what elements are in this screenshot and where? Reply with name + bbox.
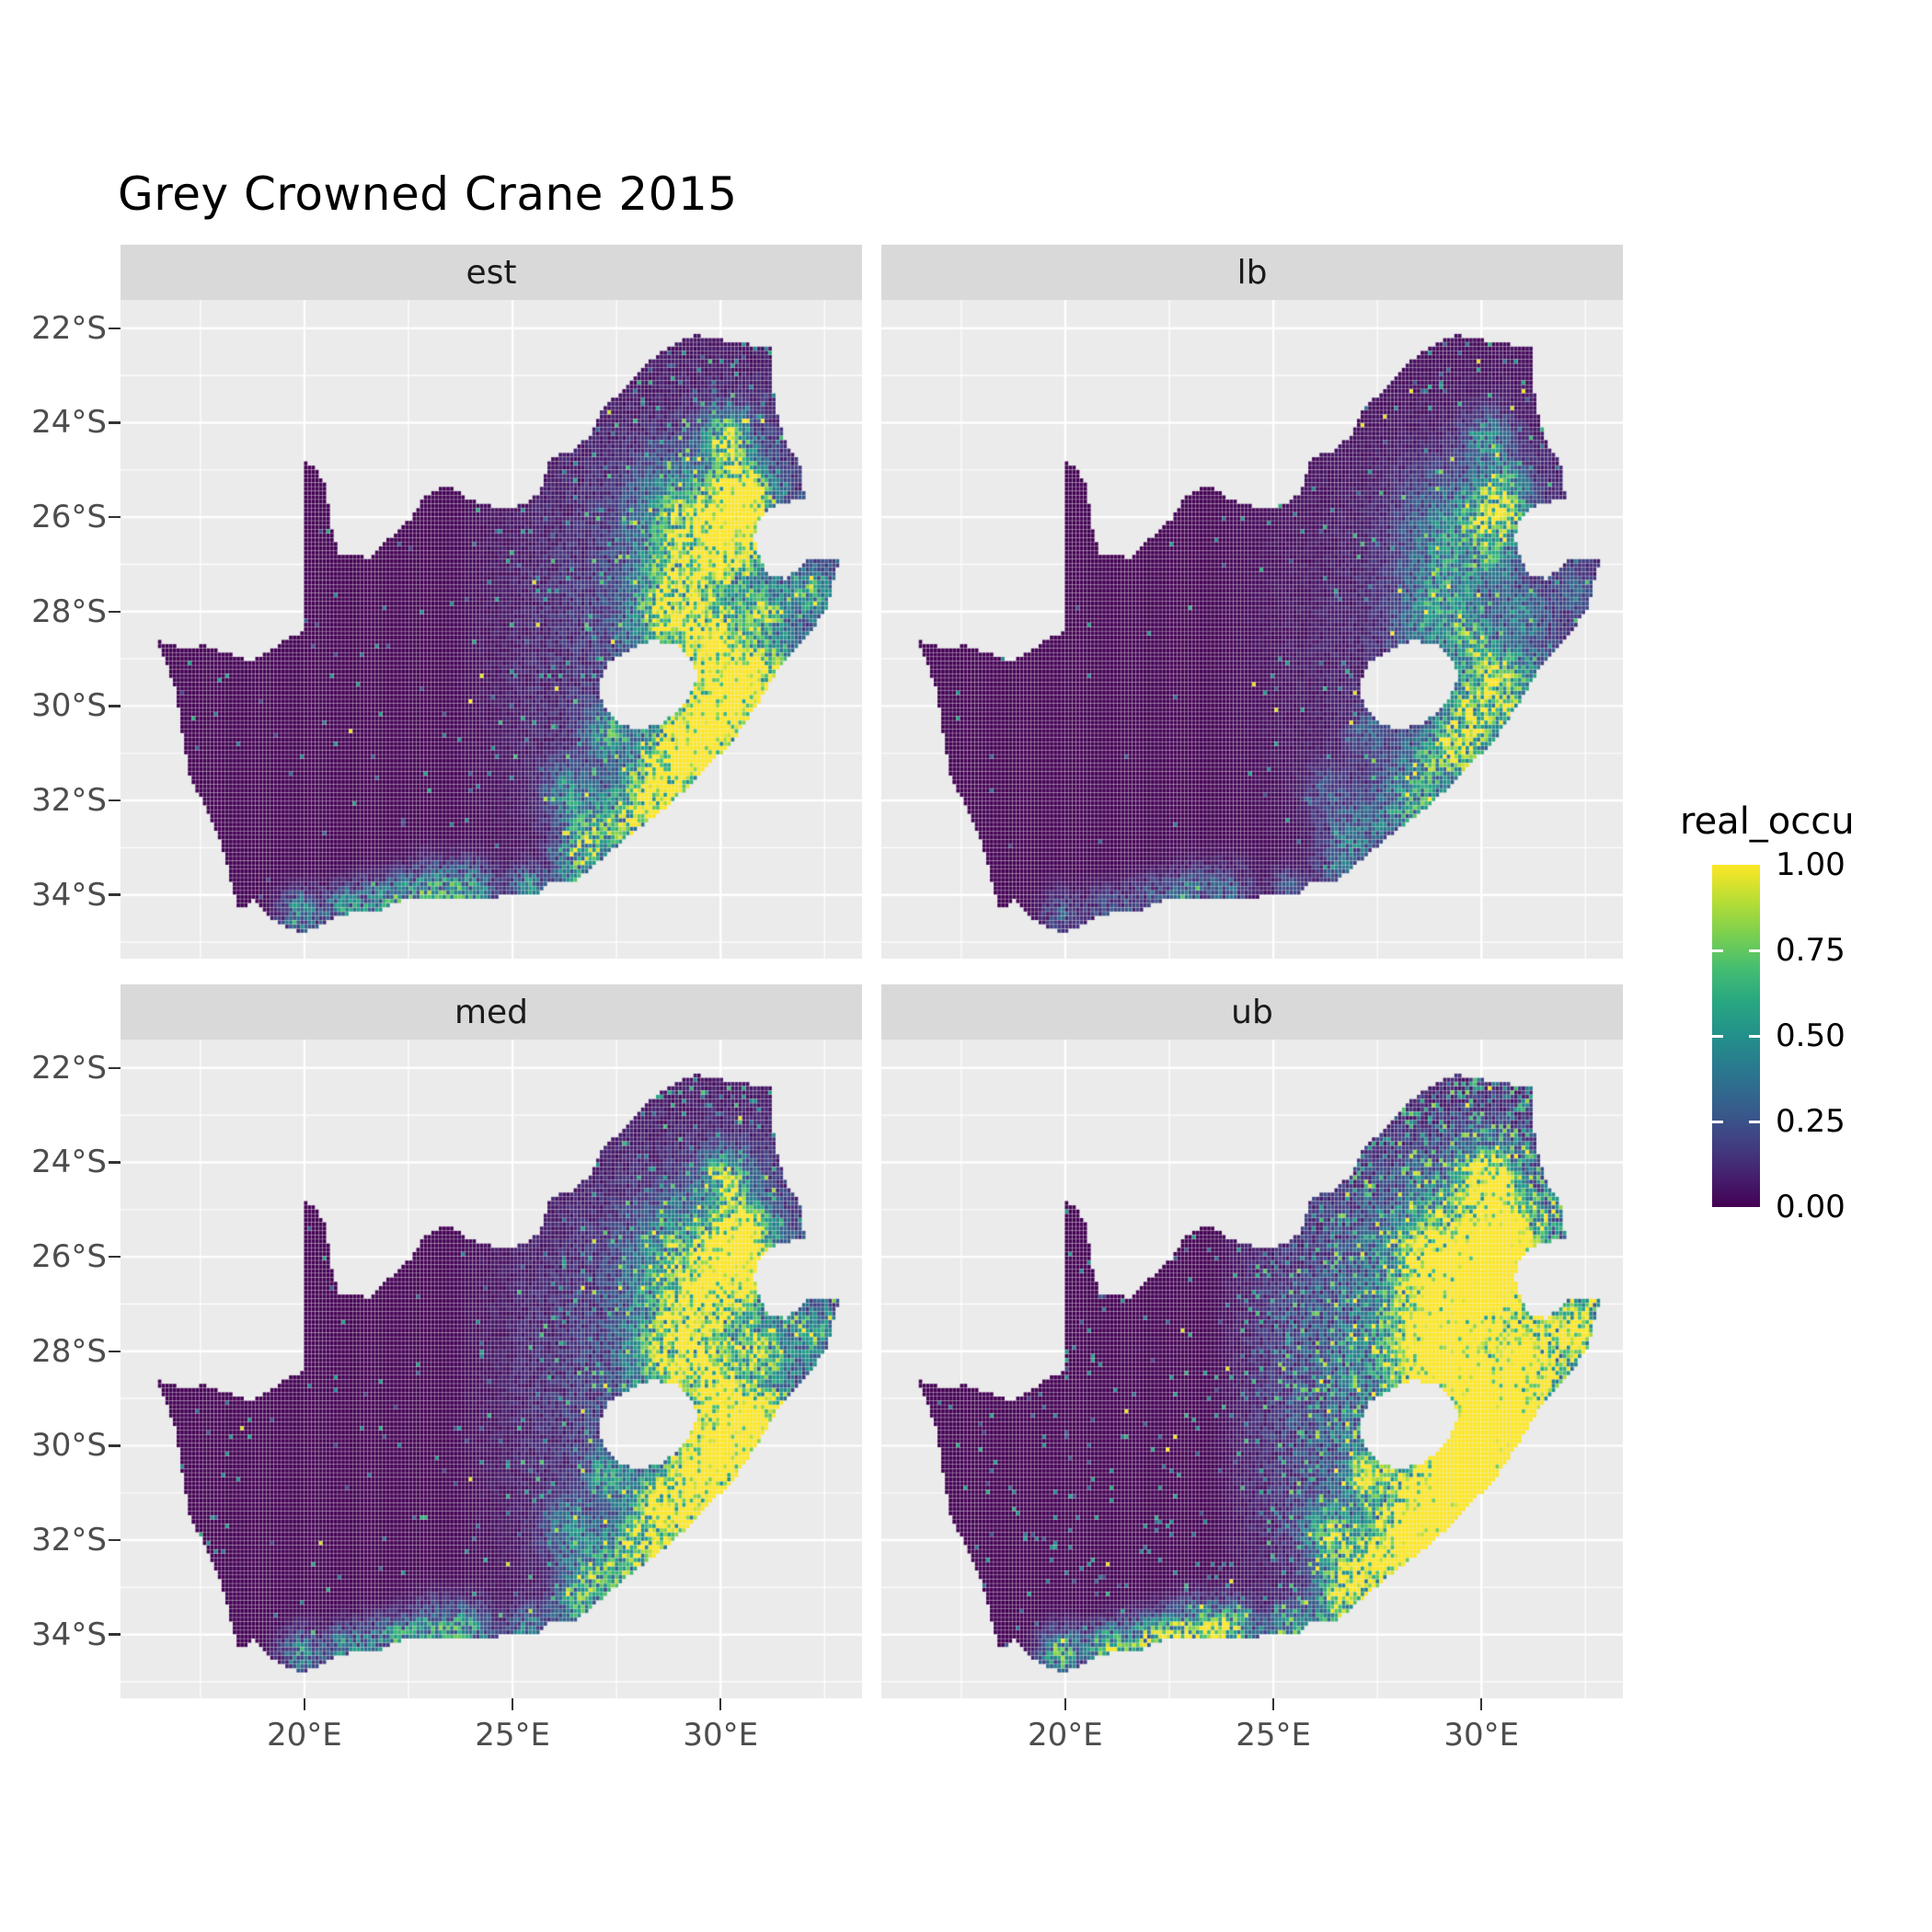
x-tick-mark [1064,1698,1067,1710]
y-axis-label-22°S: 22°S [31,1049,107,1087]
y-axis-label-22°S: 22°S [31,309,107,347]
x-axis-label-20°E: 20°E [267,1717,342,1754]
x-axis-label-25°E: 25°E [1236,1717,1311,1754]
y-tick-mark [109,1538,121,1542]
legend-tick-label-0.50: 0.50 [1776,1018,1846,1054]
legend-tick-mark [1712,949,1723,952]
y-axis-label-26°S: 26°S [31,1238,107,1276]
y-tick-mark [109,1066,121,1070]
x-axis-label-25°E: 25°E [475,1717,550,1754]
y-axis-label-26°S: 26°S [31,499,107,536]
y-axis-label-30°S: 30°S [31,687,107,725]
y-tick-mark [109,1255,121,1259]
legend-title: real_occu [1680,800,1855,843]
x-tick-mark [719,1698,722,1710]
facet-strip-label-est: est [466,253,517,292]
y-axis-label-34°S: 34°S [31,876,107,914]
y-axis-label-34°S: 34°S [31,1616,107,1653]
legend-tick-label-0.75: 0.75 [1776,932,1846,969]
x-axis-label-30°E: 30°E [683,1717,759,1754]
legend-tick-label-1.00: 1.00 [1776,846,1846,883]
x-tick-mark [1271,1698,1275,1710]
y-tick-mark [109,1633,121,1636]
legend-tick-mark [1749,1120,1760,1123]
y-axis-label-24°S: 24°S [31,1144,107,1181]
facet-strip-label-med: med [454,993,529,1031]
facet-panel-est [121,300,862,959]
y-tick-mark [109,705,121,707]
legend-tick-mark [1712,1034,1723,1038]
facet-strip-lb: lb [881,245,1623,300]
legend-tick-label-0.25: 0.25 [1776,1103,1846,1140]
facet-panel-med [121,1040,862,1698]
y-axis-label-28°S: 28°S [31,592,107,630]
facet-strip-med: med [121,984,862,1040]
facet-panel-lb [881,300,1623,959]
legend-tick-mark [1749,1034,1760,1038]
facet-strip-ub: ub [881,984,1623,1040]
y-tick-mark [109,421,121,424]
chart-title: Grey Crowned Crane 2015 [118,167,738,221]
y-tick-mark [109,799,121,802]
x-tick-mark [1479,1698,1483,1710]
y-axis-label-32°S: 32°S [31,782,107,820]
x-tick-mark [511,1698,514,1710]
y-tick-mark [109,1161,121,1164]
y-tick-mark [109,893,121,896]
facet-strip-label-lb: lb [1236,253,1268,292]
y-tick-mark [109,515,121,519]
y-tick-mark [109,1444,121,1447]
facet-panel-ub [881,1040,1623,1698]
y-axis-label-30°S: 30°S [31,1427,107,1465]
y-axis-label-24°S: 24°S [31,404,107,442]
facet-strip-est: est [121,245,862,300]
x-axis-label-20°E: 20°E [1028,1717,1103,1754]
y-tick-mark [109,610,121,613]
legend-tick-mark [1749,949,1760,952]
x-axis-label-30°E: 30°E [1443,1717,1520,1754]
legend-tick-mark [1712,1120,1723,1123]
y-axis-label-32°S: 32°S [31,1522,107,1559]
y-tick-mark [109,327,121,330]
legend-tick-label-0.00: 0.00 [1776,1189,1846,1225]
y-axis-label-28°S: 28°S [31,1332,107,1370]
y-tick-mark [109,1350,121,1352]
x-tick-mark [303,1698,306,1710]
facet-strip-label-ub: ub [1231,993,1273,1031]
